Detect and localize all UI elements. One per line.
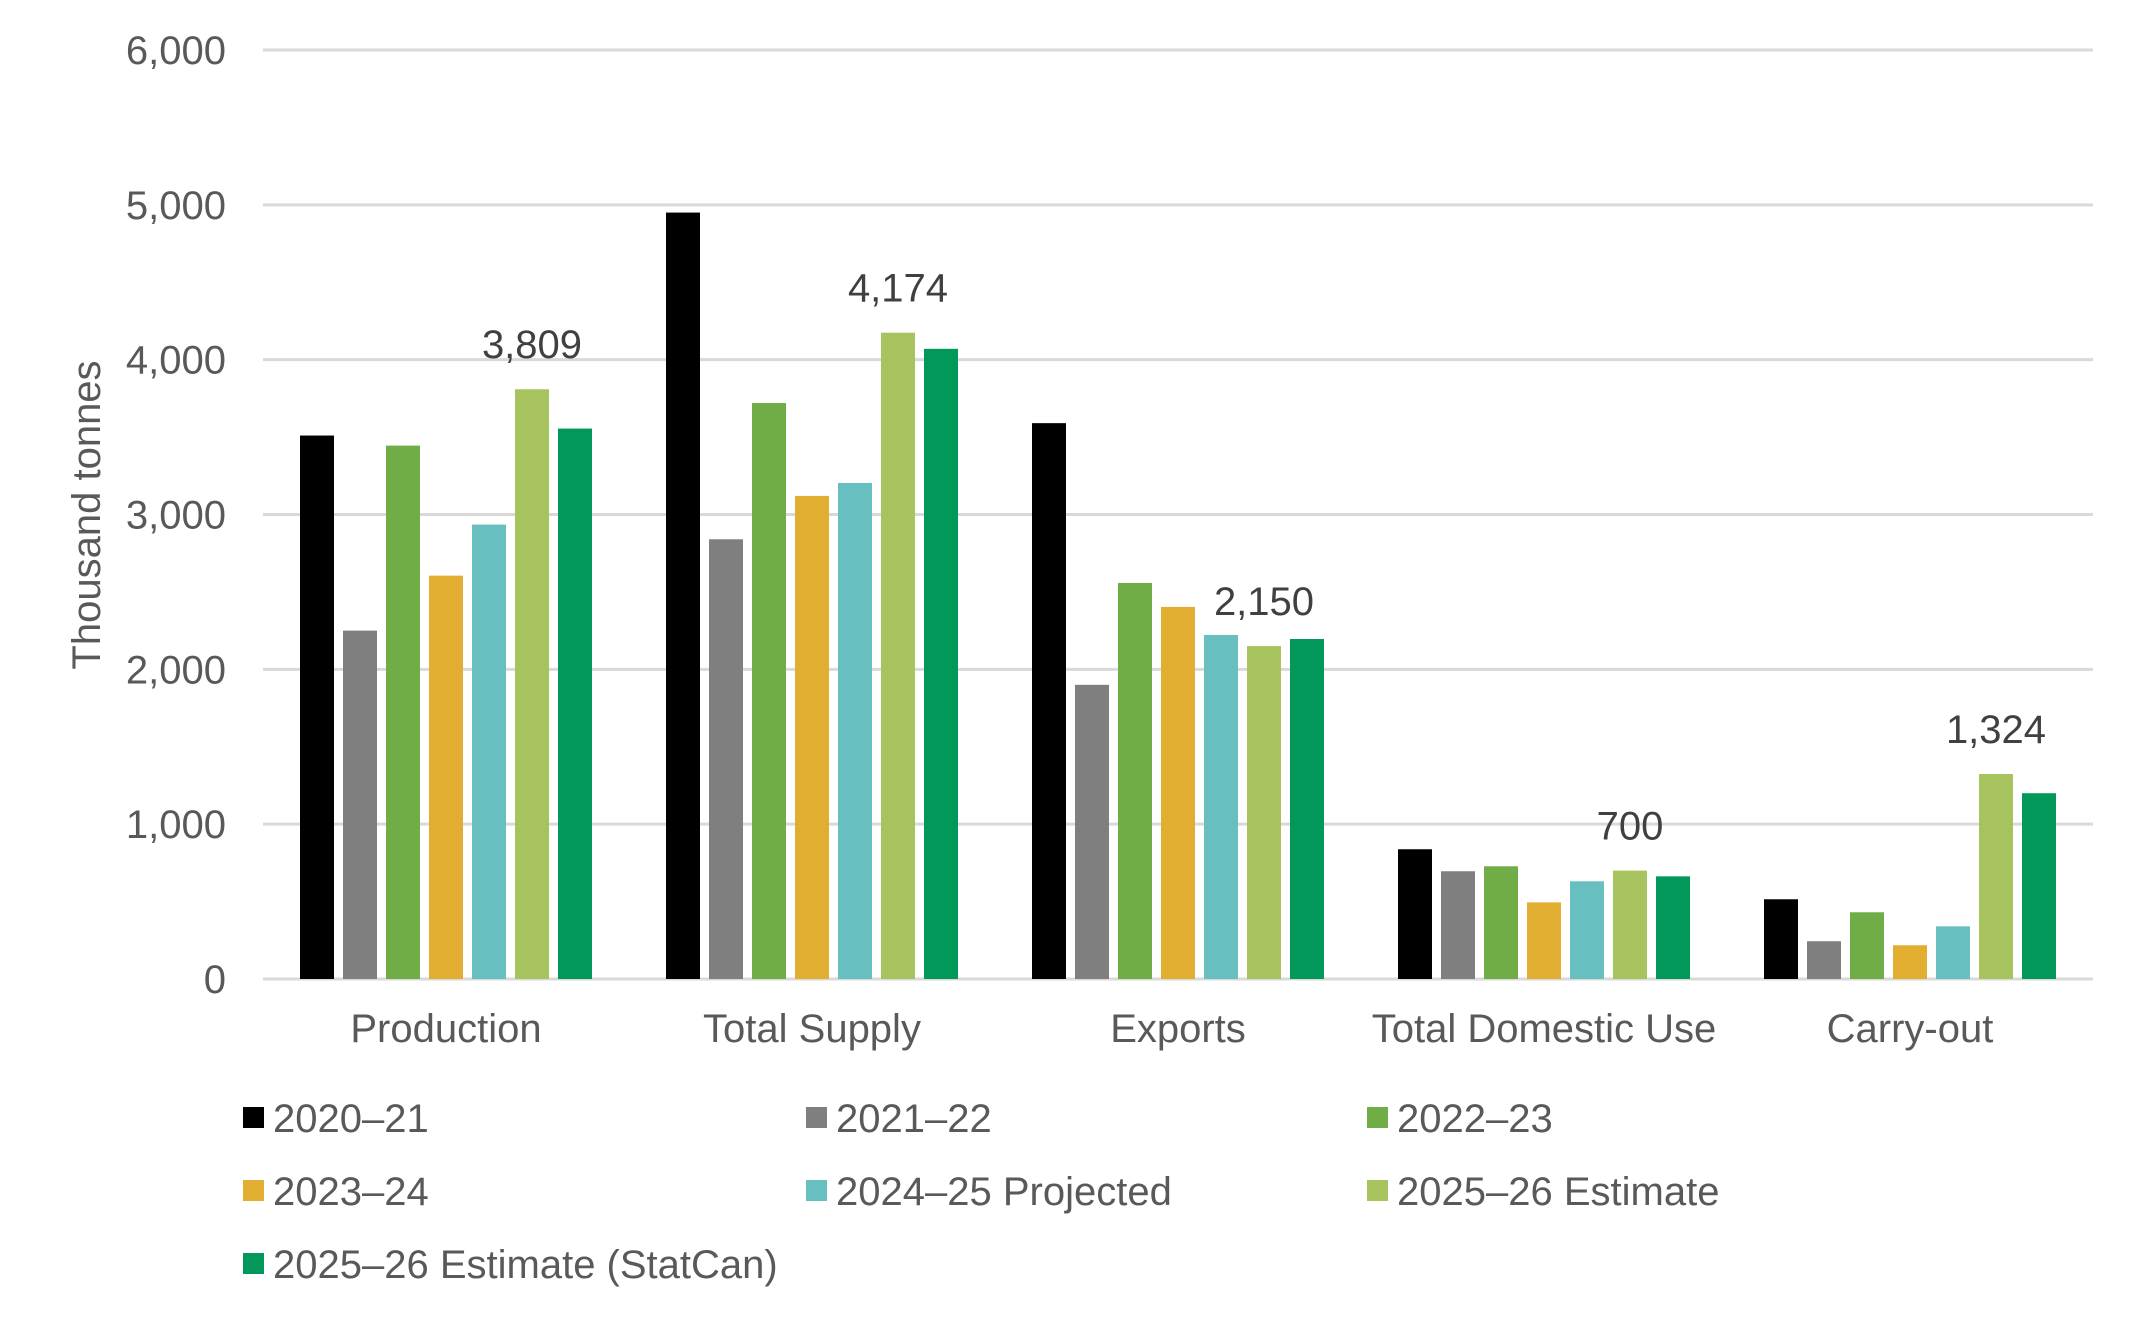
- y-tick-label: 5,000: [126, 184, 226, 228]
- legend-item: 2025–26 Estimate (StatCan): [243, 1243, 778, 1287]
- legend-swatch: [806, 1107, 827, 1128]
- bar: [1613, 870, 1647, 979]
- y-tick-label: 2,000: [126, 648, 226, 692]
- data-label: 1,324: [1946, 708, 2046, 752]
- bar: [1075, 684, 1109, 979]
- data-label: 700: [1597, 805, 1664, 849]
- bar: [1850, 912, 1884, 979]
- bar: [1764, 899, 1798, 979]
- bar: [343, 630, 377, 979]
- data-labels: 3,809 4,174 2,150 700 1,324: [482, 267, 2046, 849]
- bar: [300, 435, 334, 979]
- x-category-label: Carry-out: [1827, 1007, 1994, 1051]
- x-category-label: Total Domestic Use: [1372, 1007, 1717, 1051]
- y-tick-label: 6,000: [126, 29, 226, 73]
- bar: [1656, 876, 1690, 979]
- legend-label: 2024–25 Projected: [836, 1170, 1172, 1214]
- bar: [1032, 423, 1066, 980]
- bar: [924, 348, 958, 979]
- bar: [752, 403, 786, 979]
- bars: [300, 212, 2056, 980]
- x-category-label: Exports: [1110, 1007, 1246, 1051]
- bar: [1936, 926, 1970, 979]
- data-label: 3,809: [482, 323, 582, 367]
- bar: [1398, 849, 1432, 979]
- y-axis-title: Thousand tonnes: [65, 360, 109, 669]
- bar: [838, 482, 872, 979]
- bar-group: [1764, 774, 2056, 979]
- x-category-label: Production: [350, 1007, 541, 1051]
- bar: [1893, 945, 1927, 979]
- legend-item: 2022–23: [1367, 1097, 1553, 1141]
- bar: [1570, 881, 1604, 979]
- bar: [429, 575, 463, 979]
- y-tick-label: 3,000: [126, 494, 226, 538]
- legend-label: 2023–24: [273, 1170, 429, 1214]
- bar: [1807, 941, 1841, 979]
- bar: [1290, 638, 1324, 979]
- legend-label: 2025–26 Estimate: [1397, 1170, 1719, 1214]
- bar: [709, 539, 743, 979]
- bar: [1247, 646, 1281, 979]
- bar: [1441, 871, 1475, 979]
- bar-group: [1398, 849, 1690, 979]
- legend-item: 2020–21: [243, 1097, 429, 1141]
- bar-group: [300, 389, 592, 980]
- legend-swatch: [806, 1180, 827, 1201]
- y-tick-label: 4,000: [126, 339, 226, 383]
- bar: [795, 495, 829, 979]
- bar: [386, 445, 420, 980]
- legend-label: 2025–26 Estimate (StatCan): [273, 1243, 778, 1287]
- legend-item: 2023–24: [243, 1170, 429, 1214]
- bar-group: [666, 212, 958, 979]
- legend-swatch: [243, 1180, 264, 1201]
- bar: [1118, 582, 1152, 979]
- bar: [2022, 793, 2056, 979]
- bar: [558, 428, 592, 979]
- legend-item: 2024–25 Projected: [806, 1170, 1172, 1214]
- bar: [666, 212, 700, 979]
- bar: [515, 389, 549, 979]
- x-axis-categories: Production Total Supply Exports Total Domes…: [350, 1007, 1993, 1051]
- legend: 2020–21 2021–22 2022–23 2023–24 2024–25 Proj…: [243, 1097, 1719, 1287]
- y-axis-ticks: 0 1,000 2,000 3,000 4,000 5,000 6,000: [126, 29, 226, 1002]
- legend-label: 2022–23: [1397, 1097, 1553, 1141]
- bar: [1484, 866, 1518, 979]
- legend-item: 2025–26 Estimate: [1367, 1170, 1719, 1214]
- bar: [1527, 902, 1561, 979]
- bar: [1979, 774, 2013, 979]
- data-label: 2,150: [1214, 580, 1314, 624]
- data-label: 4,174: [848, 267, 948, 311]
- bar: [472, 524, 506, 979]
- legend-item: 2021–22: [806, 1097, 992, 1141]
- bar: [1204, 634, 1238, 979]
- legend-swatch: [1367, 1180, 1388, 1201]
- bar: [881, 332, 915, 979]
- legend-label: 2020–21: [273, 1097, 429, 1141]
- legend-swatch: [243, 1107, 264, 1128]
- bar: [1161, 606, 1195, 979]
- legend-swatch: [243, 1253, 264, 1274]
- y-tick-label: 0: [204, 958, 226, 1002]
- legend-label: 2021–22: [836, 1097, 992, 1141]
- bar-group: [1032, 423, 1324, 980]
- legend-swatch: [1367, 1107, 1388, 1128]
- y-tick-label: 1,000: [126, 803, 226, 847]
- x-category-label: Total Supply: [703, 1007, 921, 1051]
